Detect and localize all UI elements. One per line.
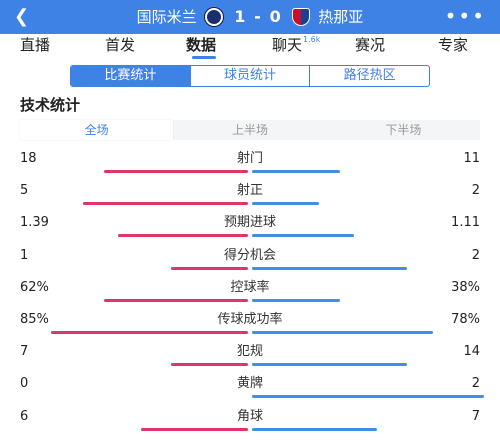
home-stat-value: 5 [20, 183, 29, 199]
stat-label: 黄牌 [236, 376, 263, 392]
back-arrow-icon[interactable]: ❮ [14, 6, 30, 27]
away-stat-bar [252, 427, 377, 431]
home-stat-bar [118, 234, 248, 238]
away-stat-bar [252, 363, 407, 367]
away-stat-value: 2 [471, 376, 480, 392]
away-team-crest-icon [291, 8, 310, 26]
away-stat-bar [252, 234, 354, 238]
stat-row: 5 射正 2 [0, 182, 500, 212]
tab-label: 直播 [20, 36, 51, 54]
tab-label: 首发 [105, 36, 136, 54]
tab-5[interactable]: 专家 [438, 34, 468, 56]
stat-row: 1 得分机会 2 [0, 247, 500, 277]
section-title: 技术统计 [20, 96, 81, 114]
tab-badge: 1.6k [303, 35, 321, 44]
away-stat-value: 2 [471, 183, 480, 199]
away-stat-value: 1.11 [451, 215, 480, 231]
home-team-name[interactable]: 国际米兰 [136, 8, 197, 26]
home-stat-bar [104, 298, 248, 302]
tab-label: 聊天 [272, 36, 303, 54]
home-stat-value: 18 [20, 151, 37, 166]
stat-label: 射门 [236, 151, 263, 166]
segment-0[interactable]: 比赛统计 [71, 66, 190, 86]
stat-row: 7 犯规 14 [0, 343, 500, 373]
away-stat-bar [252, 331, 433, 334]
match-scoreline: 国际米兰 1 - 0 热那亚 [0, 7, 500, 27]
away-stat-value: 78% [451, 312, 480, 327]
tab-2[interactable]: 数据 [186, 34, 216, 56]
tab-4[interactable]: 赛况 [355, 34, 385, 56]
home-stat-bar [141, 427, 248, 431]
away-score: 0 [269, 7, 281, 26]
stat-label: 犯规 [236, 344, 263, 360]
home-stat-bar [171, 363, 248, 367]
period-tab-1[interactable]: 上半场 [231, 123, 268, 137]
away-stat-bar [252, 298, 340, 302]
tab-label: 数据 [186, 36, 217, 54]
away-stat-bar [252, 170, 340, 173]
tab-1[interactable]: 首发 [105, 34, 135, 56]
home-stat-bar [51, 331, 248, 334]
home-stat-value: 0 [20, 376, 29, 392]
away-stat-bar [252, 395, 484, 399]
stats-segment-control: 比赛统计 球员统计 路径热区 [70, 65, 430, 87]
nav-tabs: 直播 首发 数据 聊天1.6k 赛况 专家 [0, 34, 500, 59]
period-selector: 全场 上半场 下半场 [20, 120, 480, 140]
away-stat-bar [252, 202, 319, 206]
stat-row: 85% 传球成功率 78% [0, 311, 500, 341]
period-tab-0[interactable]: 全场 [20, 120, 174, 140]
home-stat-value: 1.39 [20, 215, 49, 231]
stat-row: 0 黄牌 2 [0, 375, 500, 405]
away-stat-value: 11 [463, 151, 480, 166]
stat-row: 18 射门 11 [0, 150, 500, 180]
home-stat-value: 85% [20, 312, 49, 327]
home-stat-value: 62% [20, 279, 49, 295]
stat-row: 1.39 预期进球 1.11 [0, 214, 500, 244]
active-tab-indicator [192, 56, 216, 59]
stat-label: 控球率 [230, 279, 270, 295]
home-stat-bar [171, 266, 248, 270]
tab-0[interactable]: 直播 [20, 34, 50, 56]
stat-label: 角球 [236, 408, 263, 424]
away-stat-value: 14 [463, 344, 480, 360]
score-separator: - [254, 7, 261, 26]
segment-1[interactable]: 球员统计 [189, 66, 310, 86]
home-stat-value: 7 [20, 344, 29, 360]
home-score: 1 [234, 7, 246, 26]
tab-label: 赛况 [355, 36, 386, 54]
home-team-crest-icon [205, 8, 224, 26]
more-dots-icon[interactable]: ••• [444, 4, 486, 28]
period-tab-2[interactable]: 下半场 [385, 123, 422, 137]
away-stat-value: 38% [451, 279, 480, 295]
home-stat-bar [104, 170, 248, 173]
home-stat-bar [83, 202, 248, 206]
tab-3[interactable]: 聊天1.6k [272, 34, 320, 59]
stat-label: 得分机会 [223, 247, 276, 263]
away-stat-value: 2 [471, 247, 480, 263]
match-header: ❮ 国际米兰 1 - 0 热那亚 ••• [0, 0, 500, 34]
stat-label: 预期进球 [223, 215, 276, 231]
away-stat-bar [252, 266, 407, 270]
tab-label: 专家 [438, 36, 469, 54]
stat-row: 6 角球 7 [0, 408, 500, 438]
away-stat-value: 7 [471, 408, 480, 424]
home-stat-value: 1 [20, 247, 29, 263]
stat-row: 62% 控球率 38% [0, 279, 500, 309]
home-stat-value: 6 [20, 408, 29, 424]
segment-2[interactable]: 路径热区 [309, 66, 429, 86]
stat-label: 传球成功率 [217, 312, 283, 327]
away-team-name[interactable]: 热那亚 [318, 8, 364, 26]
stat-label: 射正 [236, 183, 263, 199]
